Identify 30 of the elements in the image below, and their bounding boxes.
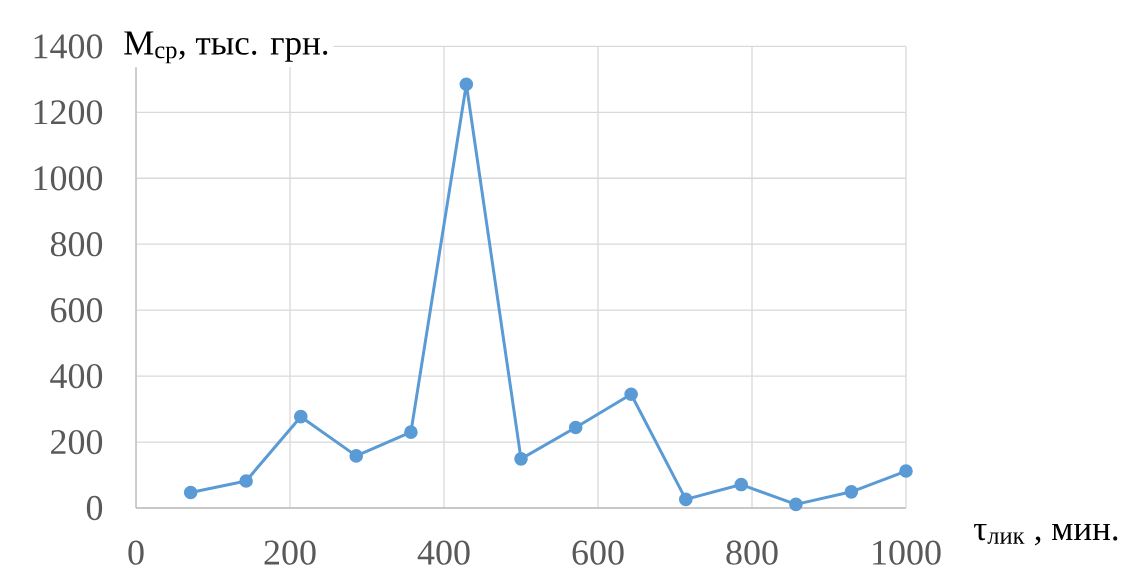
x-tick-label: 600	[572, 540, 624, 565]
point	[624, 387, 638, 402]
y-tick-label: 1400	[34, 34, 103, 59]
y-tick-label: 400	[50, 363, 103, 389]
point	[789, 497, 803, 512]
x-tick-label: 1000	[873, 540, 941, 565]
x-tick-label: 800	[726, 540, 778, 565]
x-tick-label: 400	[417, 540, 470, 565]
point	[678, 492, 693, 507]
y-tick-label: 800	[50, 232, 103, 257]
point	[293, 409, 308, 424]
point	[239, 474, 253, 488]
point	[183, 485, 198, 500]
y-tick-label: 0	[86, 495, 103, 521]
point	[734, 477, 749, 492]
point	[404, 425, 418, 439]
x-tick-label: 0	[128, 540, 144, 565]
point	[899, 464, 913, 478]
point	[349, 449, 364, 463]
y-tick-label: 1000	[34, 166, 103, 191]
point	[514, 452, 528, 466]
point	[844, 485, 859, 499]
x-tick-label: 200	[264, 540, 316, 565]
x-axis-title: τ$_{лик}$ , мин.	[973, 523, 1118, 546]
y-axis-title: М$_{ср}$, тыс. грн.	[124, 31, 328, 64]
point	[459, 77, 474, 92]
y-tick-label: 200	[51, 429, 103, 455]
point	[568, 420, 583, 435]
y-tick-label: 1200	[34, 100, 103, 125]
y-tick-label: 600	[51, 298, 103, 323]
